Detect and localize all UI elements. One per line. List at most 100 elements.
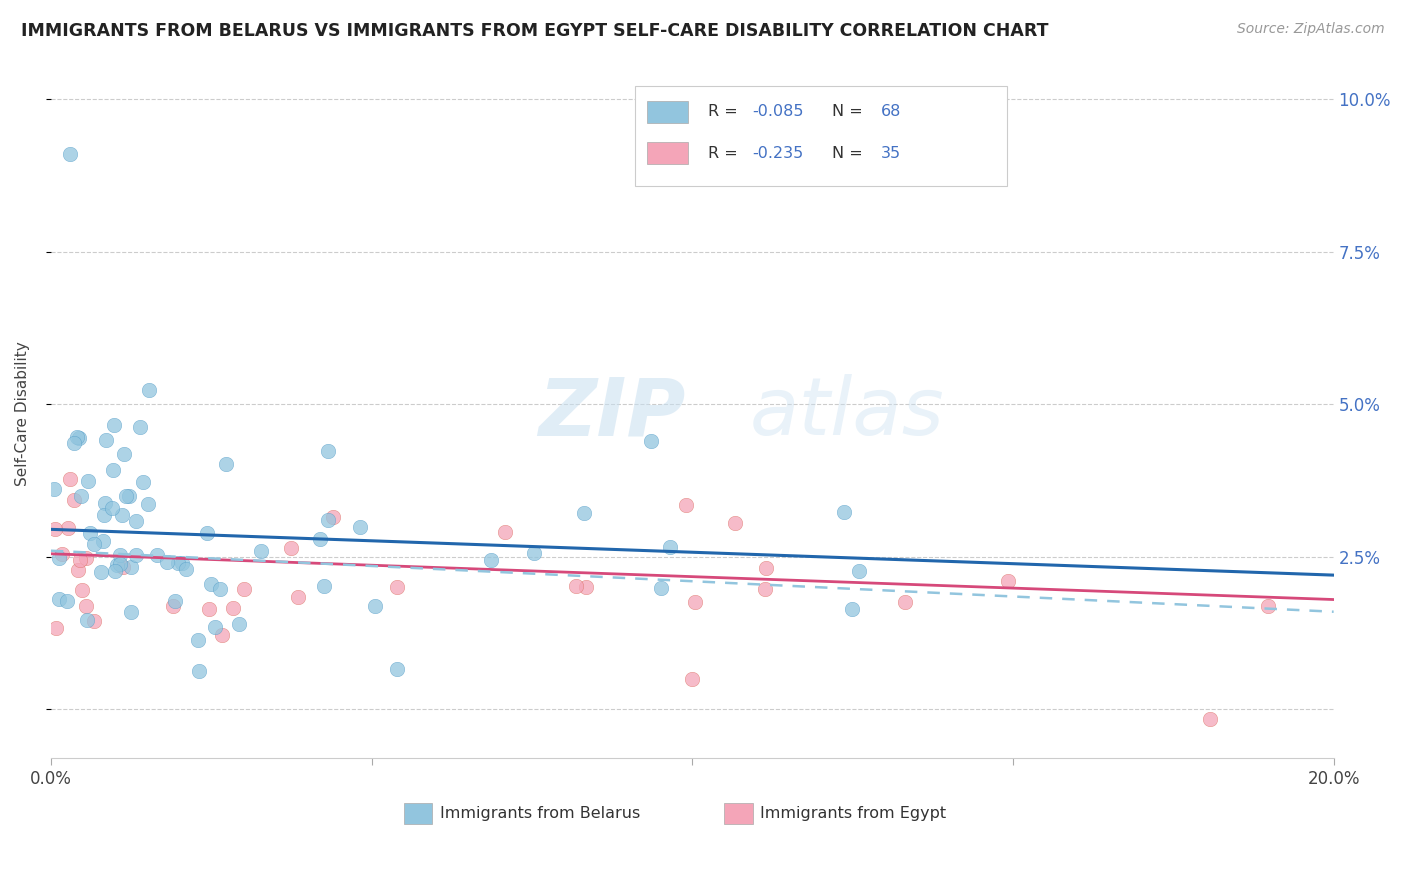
Point (198, 602, 221, 616)
Point (90, 565, 112, 579)
Point (93, 534, 115, 549)
Point (59, 472, 82, 486)
Point (75, 599, 97, 613)
Point (186, 633, 208, 648)
Point (188, 665, 211, 679)
Point (93, 496, 115, 510)
Point (62, 436, 84, 450)
Point (172, 556, 194, 570)
Point (62, 493, 84, 508)
Point (131, 475, 153, 489)
Point (675, 498, 697, 512)
Point (574, 580, 596, 594)
Text: N =: N = (832, 104, 868, 120)
Point (755, 561, 778, 575)
Point (44, 522, 66, 536)
Point (70, 583, 93, 598)
Text: atlas: atlas (749, 375, 945, 452)
Point (997, 574, 1019, 589)
Point (481, 553, 503, 567)
Point (101, 463, 124, 477)
FancyBboxPatch shape (724, 803, 752, 823)
Point (129, 420, 152, 434)
Point (58, 520, 80, 534)
Point (174, 562, 197, 576)
Point (101, 500, 124, 515)
Point (387, 580, 409, 594)
Point (349, 519, 371, 533)
Point (83, 537, 105, 551)
Point (79, 525, 101, 540)
Point (120, 605, 142, 619)
Text: ZIP: ZIP (538, 375, 686, 452)
Point (67, 563, 90, 577)
Point (659, 540, 682, 554)
Point (156, 555, 179, 569)
Text: 35: 35 (880, 146, 901, 161)
Point (250, 543, 273, 558)
Point (228, 617, 250, 632)
Point (67, 432, 90, 446)
Point (208, 582, 231, 597)
Point (523, 546, 546, 560)
Text: R =: R = (707, 146, 742, 161)
Point (650, 581, 672, 595)
Point (69, 553, 91, 567)
Point (640, 434, 662, 449)
Text: Source: ZipAtlas.com: Source: ZipAtlas.com (1237, 22, 1385, 37)
Point (136, 497, 159, 511)
Point (125, 514, 148, 528)
Point (1257, 599, 1279, 613)
Point (204, 620, 226, 634)
Point (841, 601, 863, 615)
Point (167, 556, 190, 570)
Point (59, 147, 82, 161)
Point (681, 672, 703, 686)
Point (111, 508, 134, 522)
FancyBboxPatch shape (404, 803, 432, 823)
Point (316, 513, 339, 527)
Point (112, 447, 135, 461)
Text: 68: 68 (880, 104, 901, 120)
Text: N =: N = (832, 146, 868, 161)
Point (221, 600, 243, 615)
Point (107, 558, 129, 573)
Point (494, 524, 516, 539)
Point (93, 508, 115, 523)
Point (318, 444, 340, 458)
Point (565, 579, 588, 593)
Point (112, 559, 135, 574)
Point (163, 593, 186, 607)
Point (66, 430, 89, 444)
Point (48, 550, 70, 565)
Point (685, 595, 707, 609)
Point (754, 582, 776, 597)
Point (195, 526, 218, 541)
Point (120, 560, 142, 574)
Y-axis label: Self-Care Disability: Self-Care Disability (15, 341, 30, 486)
Text: Immigrants from Egypt: Immigrants from Egypt (761, 805, 946, 821)
Point (42, 482, 65, 496)
Point (848, 564, 870, 578)
Point (138, 383, 160, 397)
Point (314, 579, 336, 593)
Point (894, 595, 917, 609)
Point (118, 489, 141, 503)
Point (96, 433, 118, 447)
Point (110, 557, 132, 571)
FancyBboxPatch shape (647, 101, 689, 123)
Point (309, 532, 332, 546)
FancyBboxPatch shape (647, 143, 689, 164)
Point (162, 599, 184, 614)
Point (214, 457, 236, 471)
Point (572, 507, 595, 521)
Point (45, 621, 67, 635)
Point (211, 628, 233, 642)
Point (77, 475, 100, 489)
Point (75, 551, 97, 566)
Text: R =: R = (707, 104, 742, 120)
Point (70, 489, 93, 503)
Point (114, 489, 136, 503)
Point (280, 541, 302, 555)
Point (83, 614, 105, 628)
